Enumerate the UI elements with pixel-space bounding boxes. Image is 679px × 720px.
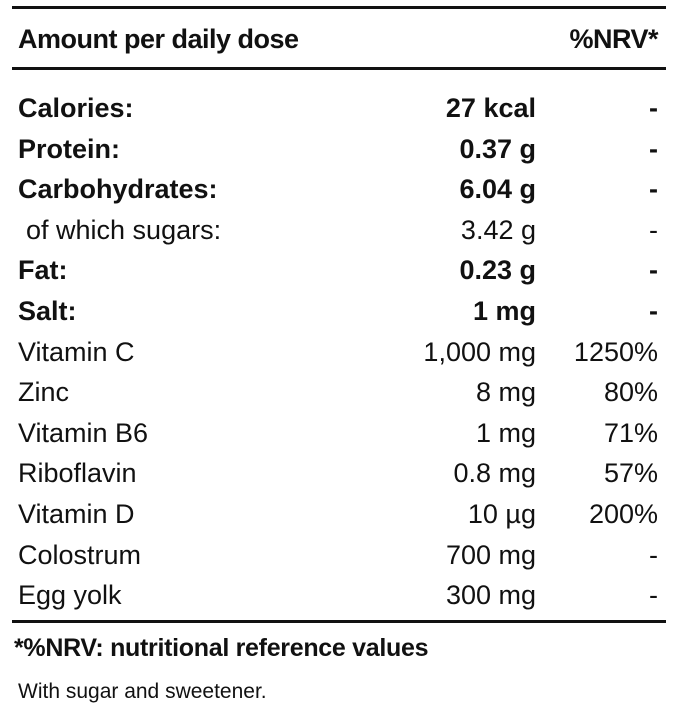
table-row: Vitamin B6 1 mg 71% [18,413,658,454]
header-amount-label: Amount per daily dose [18,24,299,54]
nutrient-name: Vitamin D [18,498,135,529]
nutrient-name: of which sugars: [26,214,222,245]
nutrient-amount: 3.42 g [460,214,536,245]
table-row: Protein: 0.37 g - [18,129,658,170]
nutrient-nrv: - [649,174,658,205]
nutrient-amount: 1 mg [472,295,536,326]
nutrient-amount: 300 mg [445,580,536,611]
nutrient-name: Salt: [18,295,77,326]
header-nrv-label: %NRV* [569,24,658,54]
table-row: Zinc 8 mg 80% [18,372,658,413]
nutrient-amount: 1 mg [475,417,536,448]
nutrient-amount: 6.04 g [459,174,536,205]
nutrient-nrv: 71% [603,417,658,448]
nutrient-nrv: 200% [588,498,658,529]
table-row: Riboflavin 0.8 mg 57% [18,453,658,494]
nrv-footnote: *%NRV: nutritional reference values [14,634,429,662]
top-rule [12,6,666,9]
nutrient-nrv: - [649,539,658,570]
header-rule [12,67,666,70]
bottom-rule [12,620,666,623]
nutrient-amount: 700 mg [445,539,536,570]
nutrient-amount: 0.23 g [459,255,536,286]
table-row: Colostrum 700 mg - [18,535,658,576]
nutrient-name: Zinc [18,377,70,408]
nutrient-amount: 1,000 mg [423,336,536,367]
nutrient-name: Riboflavin [18,458,137,489]
nutrient-name: Calories: [18,93,134,123]
nutrient-amount: 27 kcal [445,93,536,123]
nutrient-amount: 0.8 mg [453,458,536,489]
nutrient-nrv: 1250% [573,336,658,367]
table-row: Calories: 27 kcal - [18,88,658,129]
nutrient-name: Egg yolk [18,580,122,611]
table-row: Egg yolk 300 mg - [18,575,658,616]
nutrient-amount: 10 µg [467,498,536,529]
nutrient-amount: 8 mg [475,377,536,408]
nutrient-name: Vitamin C [18,336,135,367]
table-row: Salt: 1 mg - [18,291,658,332]
table-row: Carbohydrates: 6.04 g - [18,169,658,210]
table-row: of which sugars: 3.42 g - [18,210,658,251]
nutrient-name: Fat: [18,255,68,286]
table-row: Fat: 0.23 g - [18,250,658,291]
table-header: Amount per daily dose %NRV* [18,20,658,60]
nutrient-nrv: - [649,214,658,245]
nutrition-table: Calories: 27 kcal - Protein: 0.37 g - Carbohyd… [18,88,658,616]
nutrient-nrv: 80% [603,377,658,408]
sugar-note: With sugar and sweetener. [18,680,267,703]
nutrient-nrv: - [649,133,658,164]
nutrient-name: Protein: [18,133,121,164]
nutrient-name: Colostrum [18,539,142,570]
nutrient-nrv: - [649,255,658,286]
nutrient-nrv: - [649,295,658,326]
table-row: Vitamin D 10 µg 200% [18,494,658,535]
nutrient-amount: 0.37 g [459,133,536,164]
table-row: Vitamin C 1,000 mg 1250% [18,332,658,373]
nutrient-nrv: 57% [603,458,658,489]
nutrient-name: Carbohydrates: [18,174,218,205]
nutrient-nrv: - [649,580,658,611]
nutrient-nrv: - [649,93,658,123]
nutrient-name: Vitamin B6 [18,417,149,448]
